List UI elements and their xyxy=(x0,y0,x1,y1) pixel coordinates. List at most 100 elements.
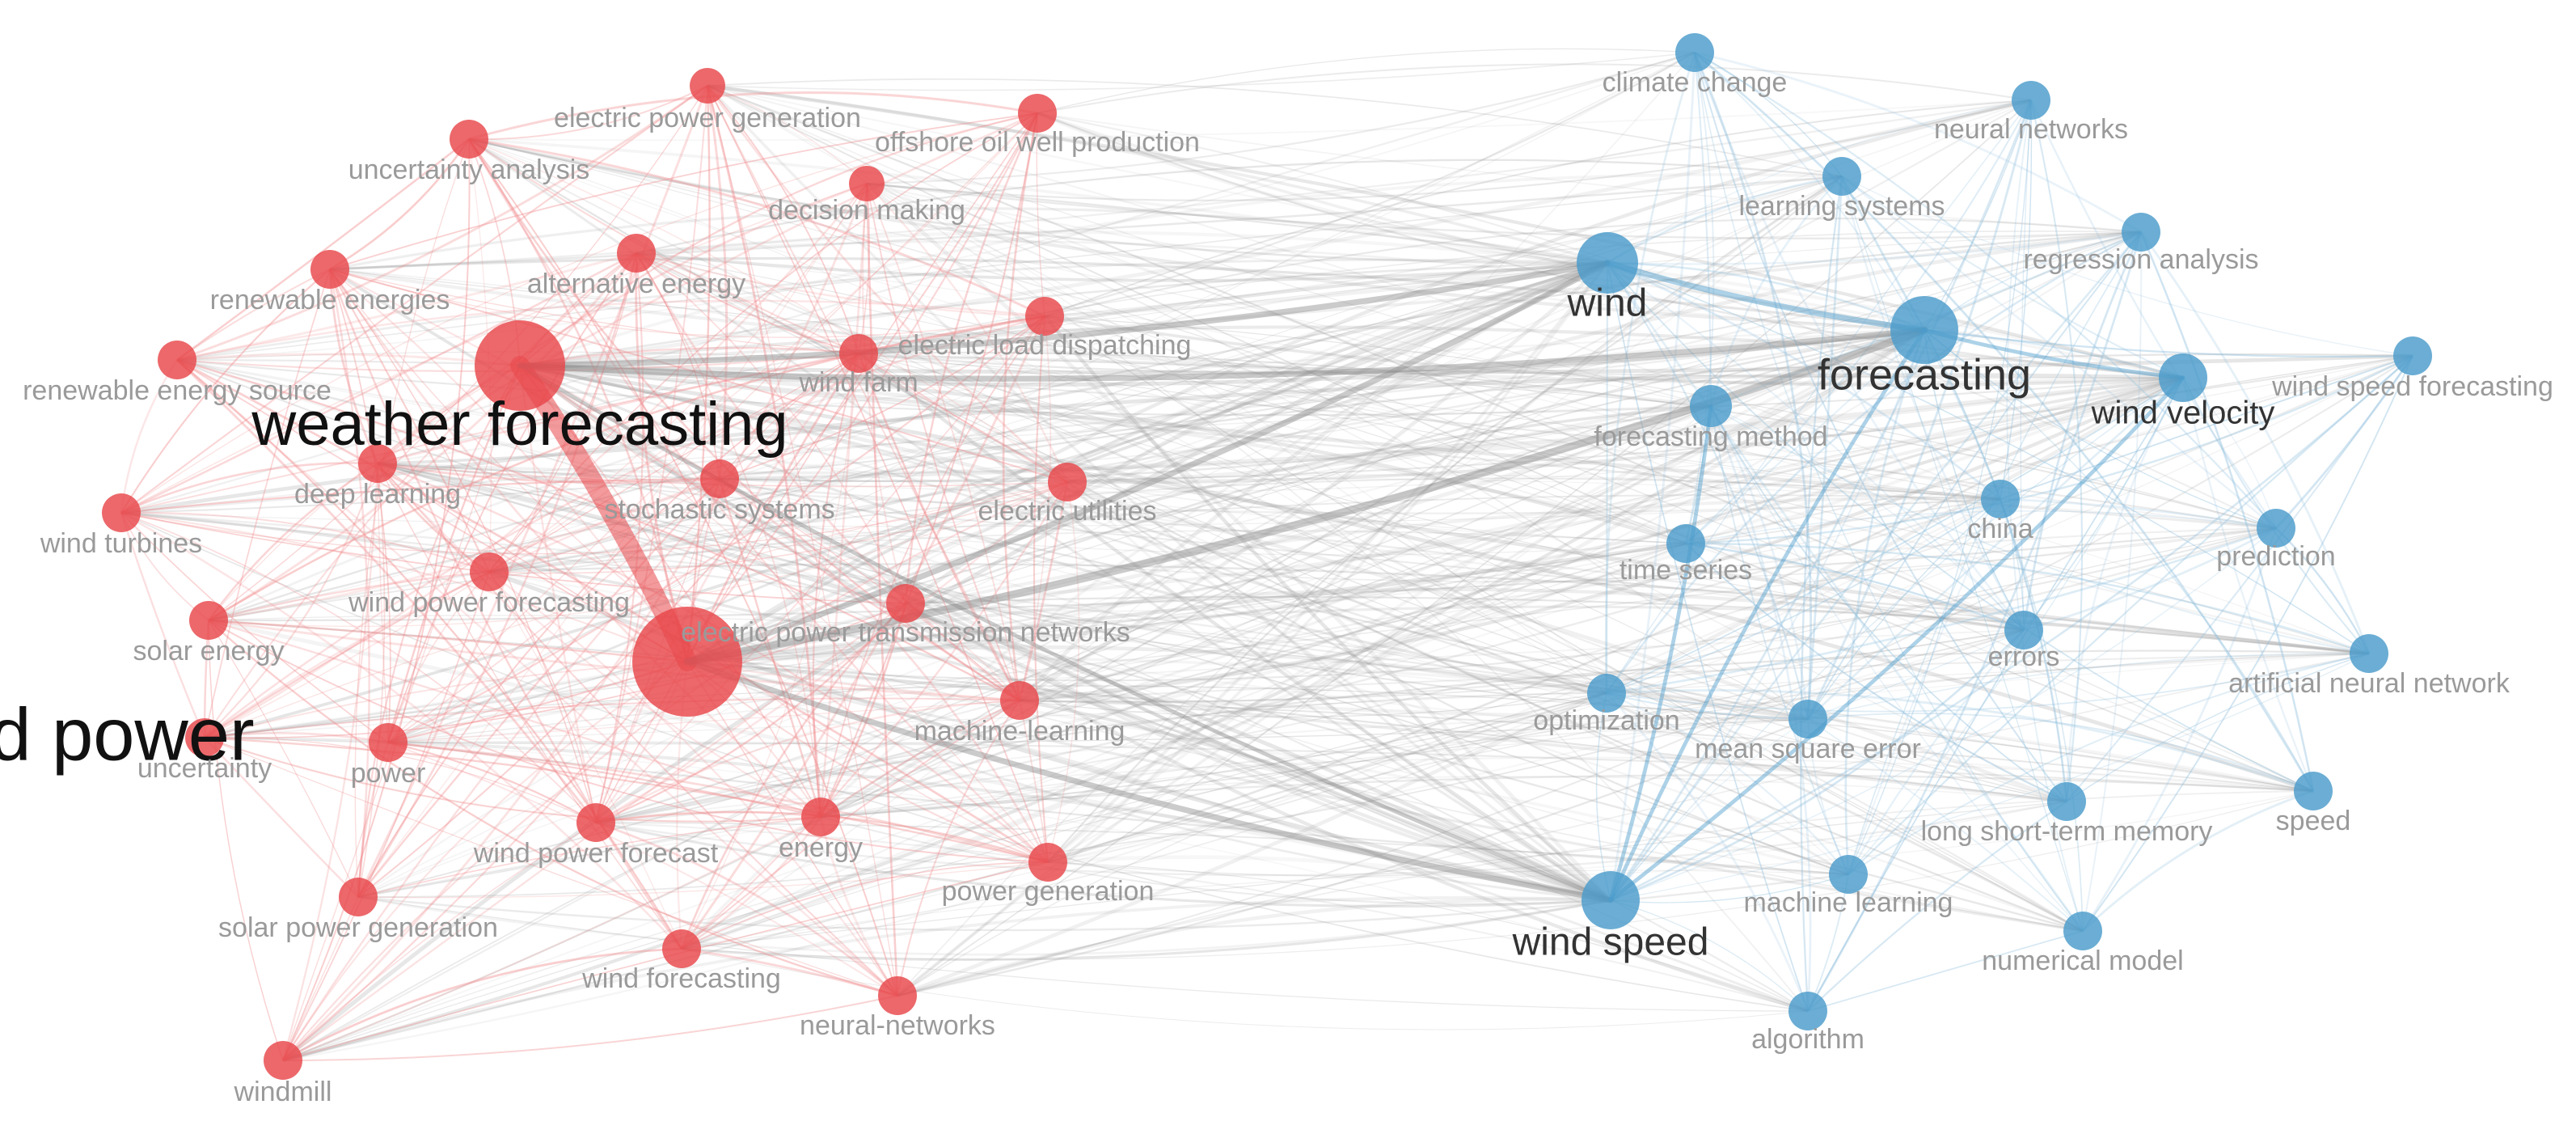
node-algorithm[interactable] xyxy=(1788,992,1827,1030)
link-weather-forecasting-solar-energy xyxy=(208,365,521,621)
link-weather-forecasting-errors xyxy=(519,363,2025,633)
link-renewable-energy-source-mean-square-error xyxy=(176,359,1809,720)
node-alternative-energy[interactable] xyxy=(617,234,656,273)
link-wind-power-prediction xyxy=(686,527,2277,682)
link-long-short-term-memory-algorithm xyxy=(1807,801,2067,1012)
node-wind-speed-forecasting[interactable] xyxy=(2393,336,2432,375)
node-forecasting-method[interactable] xyxy=(1690,385,1732,427)
node-neural-networks-blue[interactable] xyxy=(2012,81,2050,120)
link-electric-power-transmission-networks-regression-analysis xyxy=(905,231,2142,604)
link-neural-networks-red-learning-systems xyxy=(897,176,1843,996)
link-renewable-energies-wind-velocity xyxy=(329,267,2184,385)
link-climate-change-china xyxy=(1694,52,2001,500)
node-long-short-term-memory[interactable] xyxy=(2047,782,2086,821)
node-wind-farm[interactable] xyxy=(839,334,878,373)
node-wind-power-forecast[interactable] xyxy=(576,803,615,842)
node-electric-utilities[interactable] xyxy=(1048,463,1087,501)
link-forecasting-method-long-short-term-memory xyxy=(1710,405,2067,802)
node-energy[interactable] xyxy=(801,798,840,836)
node-electric-power-generation[interactable] xyxy=(690,68,725,104)
node-wind-power[interactable] xyxy=(632,607,742,717)
link-numerical-model-algorithm xyxy=(1807,930,2084,1012)
link-machine-learning-red-speed xyxy=(1019,700,2314,792)
node-power-generation[interactable] xyxy=(1028,843,1067,882)
link-power-generation-learning-systems xyxy=(1047,176,1843,863)
link-deep-learning-wind-turbines xyxy=(120,462,378,514)
node-electric-power-transmission-networks[interactable] xyxy=(886,584,925,623)
link-electric-power-generation-optimization xyxy=(707,85,1607,694)
link-deep-learning-artificial-neural-network xyxy=(377,463,2370,654)
link-wind-power-forecast-wind-velocity xyxy=(595,376,2184,824)
node-renewable-energy-source[interactable] xyxy=(158,341,196,379)
link-wind-power-forecast-long-short-term-memory xyxy=(595,800,2067,877)
node-wind-power-forecasting[interactable] xyxy=(470,552,509,591)
link-decision-making-wind-power-forecasting xyxy=(488,183,868,573)
node-regression-analysis[interactable] xyxy=(2122,213,2160,252)
node-time-series[interactable] xyxy=(1666,524,1705,563)
link-stochastic-systems-wind-turbines xyxy=(120,477,720,514)
node-china[interactable] xyxy=(1981,480,2020,518)
node-solar-power-generation[interactable] xyxy=(339,878,378,916)
node-solar-energy[interactable] xyxy=(189,601,228,640)
node-machine-learning-blue[interactable] xyxy=(1829,855,1868,894)
link-alternative-energy-time-series xyxy=(636,252,1687,544)
node-numerical-model[interactable] xyxy=(2063,912,2102,950)
label-solar-power-generation: solar power generation xyxy=(218,912,498,943)
link-decision-making-windmill xyxy=(281,183,868,1062)
link-uncertainty-analysis-power-generation xyxy=(467,138,1049,863)
link-decision-making-long-short-term-memory xyxy=(866,183,2067,802)
link-optimization-algorithm xyxy=(1605,692,1810,1012)
node-wind-speed[interactable] xyxy=(1581,871,1640,929)
link-offshore-oil-well-production-electric-load-dispatching xyxy=(1036,112,1045,317)
node-deep-learning[interactable] xyxy=(358,444,397,483)
node-uncertainty[interactable] xyxy=(185,718,224,757)
link-wind-artificial-neural-network xyxy=(1607,262,2370,654)
node-wind[interactable] xyxy=(1577,232,1638,294)
node-windmill[interactable] xyxy=(264,1041,302,1080)
node-machine-learning-red[interactable] xyxy=(1000,681,1039,720)
node-uncertainty-analysis[interactable] xyxy=(450,120,488,159)
link-china-mean-square-error xyxy=(1807,498,2001,720)
node-mean-square-error[interactable] xyxy=(1788,700,1827,738)
node-renewable-energies[interactable] xyxy=(310,250,349,289)
link-electric-load-dispatching-numerical-model xyxy=(1044,315,2084,932)
link-neural-networks-red-wind-speed-forecasting xyxy=(897,355,2413,996)
node-climate-change[interactable] xyxy=(1675,33,1714,72)
link-electric-utilities-machine-learning-red xyxy=(1018,481,1069,701)
node-wind-forecasting[interactable] xyxy=(662,929,701,968)
link-solar-energy-power-generation xyxy=(208,620,1049,863)
node-prediction[interactable] xyxy=(2257,509,2295,548)
node-artificial-neural-network[interactable] xyxy=(2350,634,2388,673)
node-weather-forecasting[interactable] xyxy=(475,320,565,411)
link-renewable-energy-source-wind-turbines xyxy=(120,359,179,514)
node-decision-making[interactable] xyxy=(849,166,885,201)
link-renewable-energy-source-wind xyxy=(176,258,1608,362)
link-uncertainty-wind xyxy=(204,261,1608,739)
link-solar-power-generation-wind-speed-forecasting xyxy=(357,355,2413,898)
node-electric-load-dispatching[interactable] xyxy=(1025,297,1064,336)
link-uncertainty-analysis-machine-learning-red xyxy=(467,138,1020,702)
link-electric-utilities-forecasting xyxy=(1066,328,1925,484)
node-power[interactable] xyxy=(369,723,408,762)
link-electric-utilities-wind-speed xyxy=(1066,480,1611,902)
link-wind-power-forecasting-power xyxy=(387,571,490,743)
link-weather-forecasting-china xyxy=(519,363,2001,501)
link-learning-systems-prediction xyxy=(1841,176,2277,529)
label-neural-networks-blue: neural networks xyxy=(1934,114,2128,145)
node-neural-networks-red[interactable] xyxy=(878,976,917,1015)
node-speed[interactable] xyxy=(2294,772,2333,810)
node-stochastic-systems[interactable] xyxy=(700,459,739,498)
node-offshore-oil-well-production[interactable] xyxy=(1018,94,1057,133)
node-forecasting[interactable] xyxy=(1890,296,1958,364)
node-learning-systems[interactable] xyxy=(1822,157,1861,196)
link-offshore-oil-well-production-prediction xyxy=(1037,112,2277,529)
node-errors[interactable] xyxy=(2004,611,2043,650)
link-energy-wind-velocity xyxy=(820,376,2184,819)
link-wind-power-wind-velocity xyxy=(686,376,2184,663)
link-solar-energy-wind xyxy=(208,261,1608,622)
node-wind-turbines[interactable] xyxy=(102,493,141,532)
node-optimization[interactable] xyxy=(1587,674,1626,713)
link-forecasting-method-numerical-model xyxy=(1710,405,2084,932)
link-deep-learning-wind-forecasting xyxy=(377,463,682,950)
node-wind-velocity[interactable] xyxy=(2159,353,2207,402)
